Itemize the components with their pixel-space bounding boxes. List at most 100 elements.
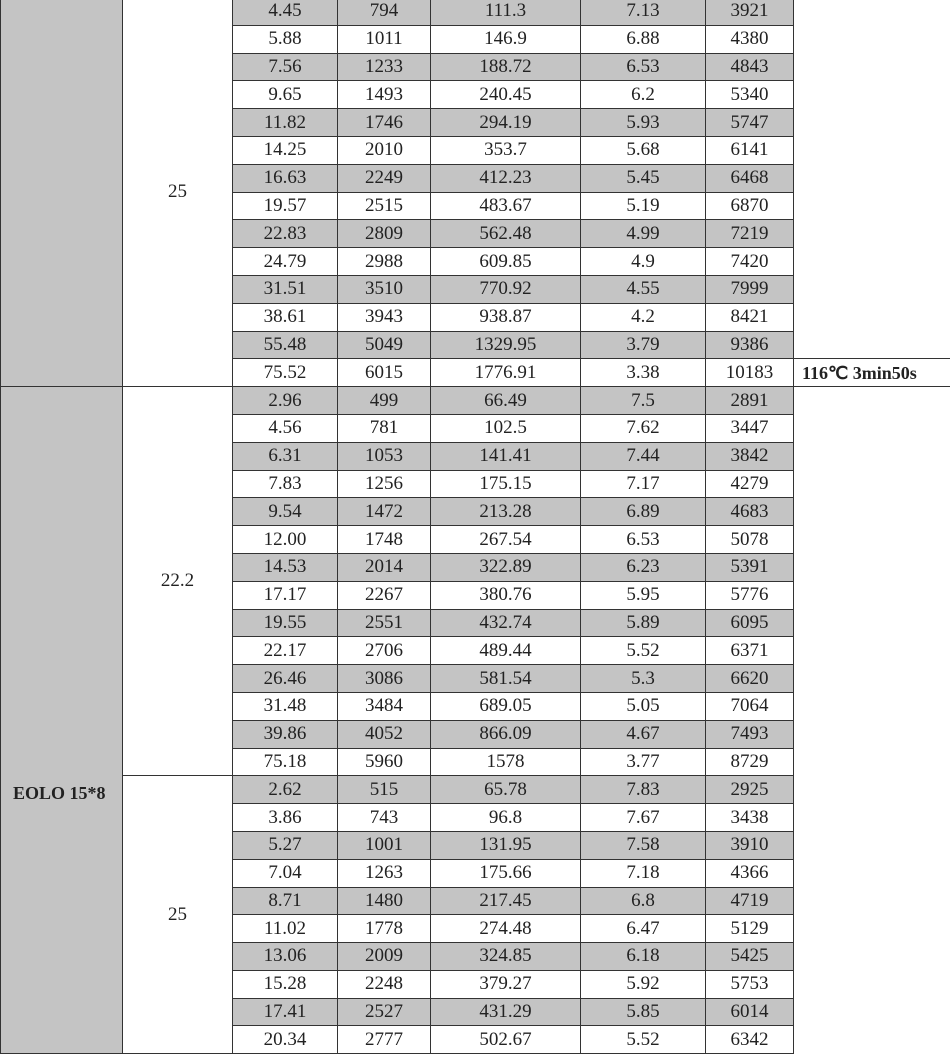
col-d-cell: 5.89	[581, 609, 706, 637]
col-e-cell: 8729	[706, 748, 794, 776]
col-e-cell: 3910	[706, 831, 794, 859]
col-b-cell: 2249	[338, 164, 431, 192]
col-b-cell: 5960	[338, 748, 431, 776]
col-e-cell: 4279	[706, 470, 794, 498]
col-a-cell: 14.25	[233, 136, 338, 164]
col-d-cell: 5.05	[581, 692, 706, 720]
col-a-cell: 9.65	[233, 81, 338, 109]
col-c-cell: 217.45	[431, 887, 581, 915]
empty-note-cell	[794, 331, 950, 359]
col-e-cell: 5129	[706, 915, 794, 943]
col-c-cell: 432.74	[431, 609, 581, 637]
col-b-cell: 2009	[338, 943, 431, 971]
empty-note-cell	[794, 387, 950, 415]
col-b-cell: 1472	[338, 498, 431, 526]
empty-note-cell	[794, 192, 950, 220]
col-b-cell: 2515	[338, 192, 431, 220]
col-e-cell: 3842	[706, 442, 794, 470]
empty-note-cell	[794, 637, 950, 665]
col-b-cell: 2014	[338, 553, 431, 581]
col-b-cell: 1053	[338, 442, 431, 470]
col-e-cell: 6620	[706, 665, 794, 693]
col-e-cell: 6095	[706, 609, 794, 637]
col-a-cell: 9.54	[233, 498, 338, 526]
col-e-cell: 9386	[706, 331, 794, 359]
col-e-cell: 4683	[706, 498, 794, 526]
col-c-cell: 379.27	[431, 970, 581, 998]
col-d-cell: 5.95	[581, 581, 706, 609]
col-c-cell: 581.54	[431, 665, 581, 693]
col-c-cell: 141.41	[431, 442, 581, 470]
empty-note-cell	[794, 53, 950, 81]
col-c-cell: 213.28	[431, 498, 581, 526]
empty-note-cell	[794, 998, 950, 1026]
col-d-cell: 7.62	[581, 414, 706, 442]
col-c-cell: 353.7	[431, 136, 581, 164]
model-cell: EOLO 15*8	[1, 387, 123, 1054]
col-a-cell: 39.86	[233, 720, 338, 748]
col-e-cell: 6014	[706, 998, 794, 1026]
empty-note-cell	[794, 414, 950, 442]
col-c-cell: 267.54	[431, 526, 581, 554]
col-a-cell: 11.82	[233, 109, 338, 137]
col-c-cell: 689.05	[431, 692, 581, 720]
col-a-cell: 15.28	[233, 970, 338, 998]
col-a-cell: 22.83	[233, 220, 338, 248]
col-a-cell: 14.53	[233, 553, 338, 581]
model-cell	[1, 0, 123, 387]
col-a-cell: 16.63	[233, 164, 338, 192]
col-a-cell: 4.56	[233, 414, 338, 442]
col-b-cell: 2551	[338, 609, 431, 637]
col-c-cell: 111.3	[431, 0, 581, 25]
col-d-cell: 7.18	[581, 859, 706, 887]
col-c-cell: 146.9	[431, 25, 581, 53]
col-a-cell: 4.45	[233, 0, 338, 25]
col-a-cell: 3.86	[233, 804, 338, 832]
col-a-cell: 19.55	[233, 609, 338, 637]
empty-note-cell	[794, 776, 950, 804]
col-d-cell: 5.19	[581, 192, 706, 220]
empty-note-cell	[794, 164, 950, 192]
col-c-cell: 65.78	[431, 776, 581, 804]
col-d-cell: 6.88	[581, 25, 706, 53]
empty-note-cell	[794, 943, 950, 971]
col-c-cell: 412.23	[431, 164, 581, 192]
col-d-cell: 7.44	[581, 442, 706, 470]
col-c-cell: 322.89	[431, 553, 581, 581]
col-d-cell: 6.53	[581, 526, 706, 554]
col-e-cell: 5753	[706, 970, 794, 998]
col-e-cell: 6870	[706, 192, 794, 220]
col-a-cell: 12.00	[233, 526, 338, 554]
col-d-cell: 7.83	[581, 776, 706, 804]
col-b-cell: 1778	[338, 915, 431, 943]
col-b-cell: 2706	[338, 637, 431, 665]
empty-note-cell	[794, 0, 950, 25]
col-b-cell: 2988	[338, 248, 431, 276]
col-c-cell: 562.48	[431, 220, 581, 248]
empty-note-cell	[794, 970, 950, 998]
col-a-cell: 2.62	[233, 776, 338, 804]
col-c-cell: 102.5	[431, 414, 581, 442]
empty-note-cell	[794, 109, 950, 137]
col-d-cell: 5.52	[581, 637, 706, 665]
col-c-cell: 1329.95	[431, 331, 581, 359]
col-d-cell: 6.53	[581, 53, 706, 81]
col-c-cell: 274.48	[431, 915, 581, 943]
col-a-cell: 38.61	[233, 303, 338, 331]
col-b-cell: 3510	[338, 275, 431, 303]
col-d-cell: 7.58	[581, 831, 706, 859]
col-d-cell: 4.99	[581, 220, 706, 248]
col-d-cell: 6.47	[581, 915, 706, 943]
col-a-cell: 2.96	[233, 387, 338, 415]
col-a-cell: 19.57	[233, 192, 338, 220]
col-d-cell: 3.38	[581, 359, 706, 387]
col-b-cell: 1233	[338, 53, 431, 81]
empty-note-cell	[794, 859, 950, 887]
col-d-cell: 7.13	[581, 0, 706, 25]
col-b-cell: 3086	[338, 665, 431, 693]
col-c-cell: 188.72	[431, 53, 581, 81]
col-d-cell: 6.89	[581, 498, 706, 526]
col-a-cell: 31.48	[233, 692, 338, 720]
